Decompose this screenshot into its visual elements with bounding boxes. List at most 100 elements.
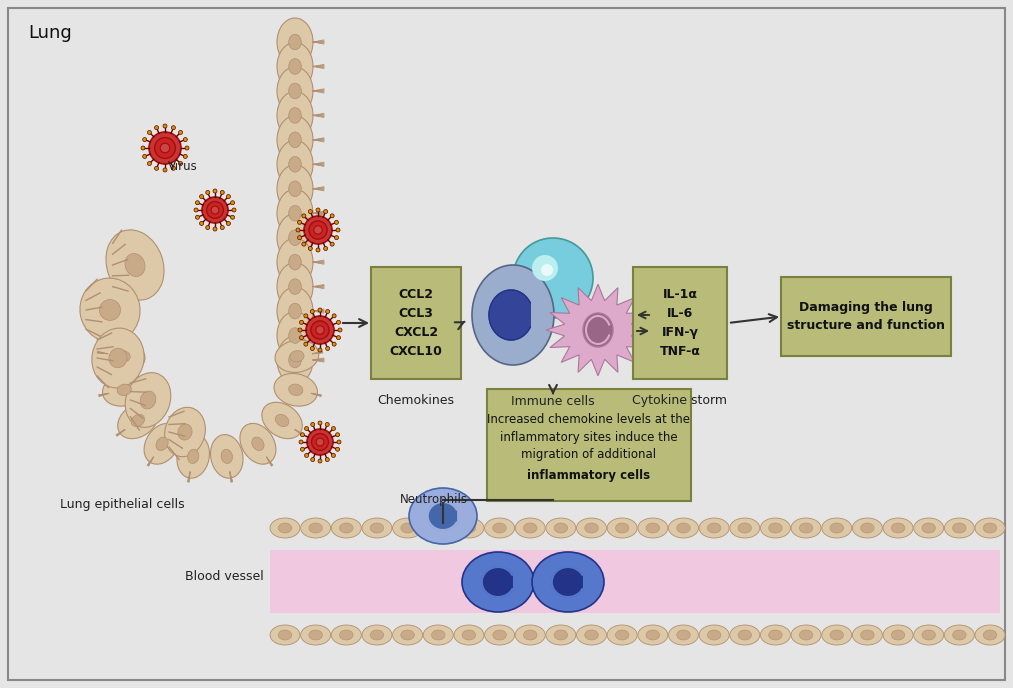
Ellipse shape (277, 116, 313, 164)
FancyBboxPatch shape (487, 389, 691, 501)
Ellipse shape (270, 518, 300, 538)
Ellipse shape (492, 630, 506, 640)
Ellipse shape (914, 625, 944, 645)
Circle shape (206, 226, 210, 230)
Ellipse shape (401, 630, 414, 640)
Ellipse shape (799, 630, 812, 640)
Circle shape (178, 162, 182, 166)
Ellipse shape (707, 523, 721, 533)
Circle shape (299, 440, 303, 444)
Text: IL-1α
IL-6
IFN-γ
TNF-α: IL-1α IL-6 IFN-γ TNF-α (659, 288, 700, 358)
Ellipse shape (277, 164, 313, 213)
Ellipse shape (975, 518, 1005, 538)
Ellipse shape (576, 518, 607, 538)
Ellipse shape (822, 625, 852, 645)
Circle shape (155, 166, 159, 171)
Ellipse shape (524, 523, 537, 533)
Text: Blood vessel: Blood vessel (185, 570, 263, 583)
Text: CCL2
CCL3
CXCL2
CXCL10: CCL2 CCL3 CXCL2 CXCL10 (390, 288, 443, 358)
Circle shape (318, 421, 322, 425)
Ellipse shape (492, 523, 506, 533)
Ellipse shape (484, 625, 515, 645)
Ellipse shape (289, 206, 301, 221)
Ellipse shape (339, 523, 354, 533)
FancyBboxPatch shape (781, 277, 951, 356)
Circle shape (308, 246, 312, 250)
Ellipse shape (761, 518, 790, 538)
Ellipse shape (156, 437, 168, 451)
Circle shape (143, 138, 147, 142)
Circle shape (227, 195, 230, 199)
Circle shape (183, 138, 187, 142)
Text: Cytokine storm: Cytokine storm (632, 394, 727, 407)
Circle shape (316, 326, 324, 334)
Circle shape (163, 124, 167, 128)
Ellipse shape (276, 340, 319, 372)
Ellipse shape (80, 278, 140, 342)
Ellipse shape (516, 625, 545, 645)
Ellipse shape (462, 523, 476, 533)
Ellipse shape (177, 435, 210, 478)
Ellipse shape (944, 518, 975, 538)
Circle shape (206, 191, 210, 195)
Circle shape (316, 248, 320, 252)
Ellipse shape (852, 625, 882, 645)
Circle shape (312, 433, 328, 451)
Circle shape (325, 347, 329, 350)
Text: Lung: Lung (28, 24, 72, 42)
Ellipse shape (289, 230, 301, 246)
Circle shape (232, 208, 236, 212)
Circle shape (332, 314, 336, 318)
Ellipse shape (178, 424, 192, 440)
Circle shape (148, 131, 152, 134)
Circle shape (202, 197, 228, 223)
Ellipse shape (546, 625, 575, 645)
Ellipse shape (289, 58, 301, 74)
Circle shape (325, 458, 329, 462)
Ellipse shape (922, 630, 935, 640)
Ellipse shape (277, 189, 313, 237)
Circle shape (304, 216, 332, 244)
Circle shape (311, 422, 315, 427)
Circle shape (183, 154, 187, 158)
Ellipse shape (393, 518, 422, 538)
Circle shape (300, 321, 304, 324)
Ellipse shape (707, 630, 721, 640)
FancyBboxPatch shape (8, 8, 1005, 680)
Ellipse shape (532, 552, 604, 612)
Ellipse shape (289, 303, 301, 319)
Ellipse shape (279, 630, 292, 640)
Ellipse shape (729, 518, 760, 538)
Ellipse shape (289, 279, 301, 294)
Circle shape (325, 422, 329, 427)
Circle shape (314, 226, 322, 234)
Bar (270, 550, 1000, 613)
Circle shape (185, 146, 189, 150)
Circle shape (220, 226, 224, 230)
Ellipse shape (106, 230, 164, 300)
Ellipse shape (975, 625, 1005, 645)
Circle shape (306, 316, 334, 344)
Circle shape (155, 126, 159, 129)
Ellipse shape (277, 214, 313, 261)
Circle shape (141, 146, 145, 150)
Ellipse shape (524, 630, 537, 640)
Ellipse shape (132, 414, 145, 427)
Circle shape (227, 222, 230, 226)
Circle shape (302, 242, 306, 246)
Ellipse shape (331, 625, 362, 645)
Ellipse shape (699, 625, 729, 645)
Circle shape (330, 214, 334, 218)
Circle shape (305, 453, 309, 458)
Circle shape (171, 126, 175, 129)
Circle shape (160, 143, 170, 153)
Polygon shape (489, 290, 531, 340)
Ellipse shape (165, 407, 206, 457)
Ellipse shape (240, 423, 276, 464)
Ellipse shape (883, 625, 913, 645)
Ellipse shape (669, 518, 699, 538)
Text: Chemokines: Chemokines (378, 394, 455, 407)
Ellipse shape (276, 414, 289, 427)
Ellipse shape (221, 449, 232, 464)
Ellipse shape (289, 132, 301, 148)
